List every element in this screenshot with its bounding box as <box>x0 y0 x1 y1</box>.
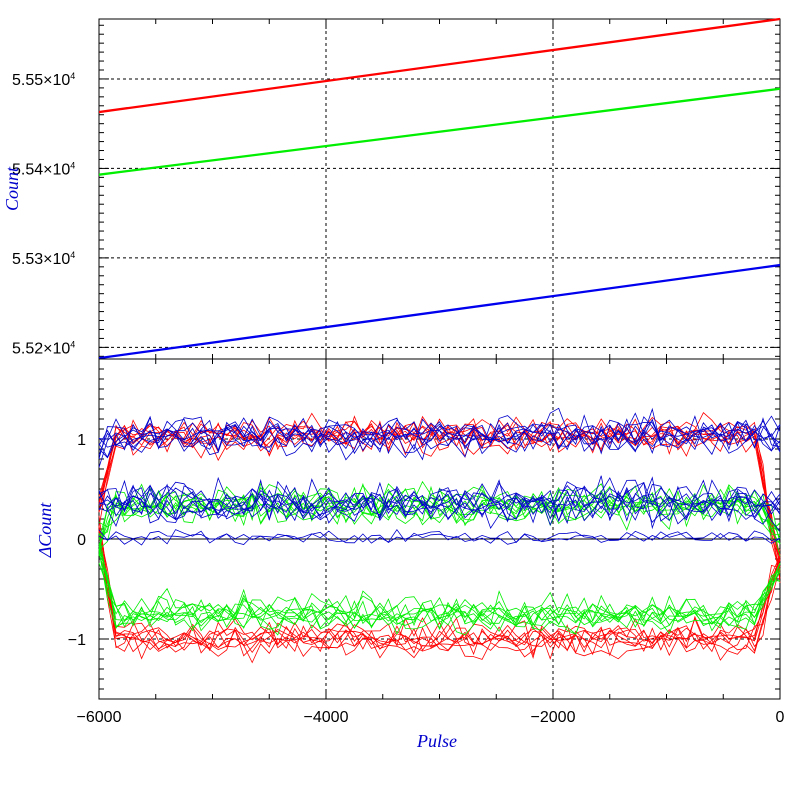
series-line-1 <box>98 88 781 176</box>
residual-line-5-4 <box>98 489 781 529</box>
y-tick-label: 5.55×104 <box>12 71 75 89</box>
bottom-panel: −1 0 1 −6000 −4000 −2000 0 ΔCount Pulse <box>35 358 785 751</box>
residual-line-2-8 <box>98 480 781 540</box>
series-line-0 <box>98 17 781 112</box>
x-tick-label: −4000 <box>304 709 349 726</box>
residual-line-0-2 <box>98 415 781 561</box>
top-panel: 5.52×104 5.53×104 5.54×104 5.55×104 Count <box>2 17 781 360</box>
top-series <box>98 17 781 360</box>
residual-line-4-4 <box>98 407 781 460</box>
residual-line-4-5 <box>98 420 781 458</box>
series-line-2 <box>98 263 781 359</box>
residual-line-6-1 <box>98 529 781 545</box>
bottom-y-tick-labels: −1 0 1 <box>68 432 86 649</box>
series-line-2 <box>98 264 781 359</box>
bottom-plot-frame <box>98 358 781 700</box>
top-grid <box>99 19 780 359</box>
bottom-grid <box>99 359 780 699</box>
series-line-0 <box>98 19 781 114</box>
residual-line-5-3 <box>98 479 781 525</box>
residual-line-0-3 <box>98 420 781 571</box>
x-axis-title: Pulse <box>416 731 457 751</box>
y-tick-label: −1 <box>68 632 86 649</box>
series-line-0 <box>98 18 781 113</box>
residual-line-3-8 <box>98 553 781 635</box>
bottom-series <box>98 407 781 664</box>
x-tick-label: −6000 <box>77 709 122 726</box>
series-line-1 <box>98 87 781 175</box>
residual-line-5-5 <box>98 478 781 523</box>
bottom-ticks <box>98 359 781 699</box>
top-y-tick-labels: 5.52×104 5.53×104 5.54×104 5.55×104 <box>12 71 75 357</box>
residual-line-1-5 <box>98 526 781 659</box>
y-tick-label: 0 <box>77 532 86 549</box>
residual-line-2-1 <box>98 488 781 544</box>
residual-line-5-6 <box>98 481 781 524</box>
y-tick-label: 1 <box>77 432 86 449</box>
bottom-y-axis-title: ΔCount <box>35 502 55 559</box>
residual-line-2-6 <box>98 489 781 551</box>
residual-line-4-7 <box>98 419 781 456</box>
y-tick-label: 5.53×104 <box>12 250 75 268</box>
top-plot-frame <box>98 18 781 360</box>
residual-line-5-7 <box>98 475 781 530</box>
residual-line-1-6 <box>98 529 781 657</box>
series-line-2 <box>98 265 781 360</box>
series-line-1 <box>98 88 781 176</box>
residual-line-4-3 <box>98 422 781 461</box>
residual-line-3-6 <box>98 562 781 626</box>
residual-line-4-6 <box>98 418 781 453</box>
x-tick-label: 0 <box>776 709 785 726</box>
residual-line-5-2 <box>98 486 781 527</box>
y-tick-label: 5.54×104 <box>12 160 75 178</box>
residual-line-3-5 <box>98 546 781 630</box>
residual-line-1-7 <box>98 530 781 664</box>
x-tick-labels: −6000 −4000 −2000 0 <box>77 709 785 726</box>
top-ticks <box>98 19 781 359</box>
residual-line-3-7 <box>98 553 781 632</box>
y-tick-label: 5.52×104 <box>12 339 75 357</box>
top-y-axis-title: Count <box>2 166 22 211</box>
x-tick-label: −2000 <box>531 709 576 726</box>
residual-line-3-1 <box>98 543 781 635</box>
